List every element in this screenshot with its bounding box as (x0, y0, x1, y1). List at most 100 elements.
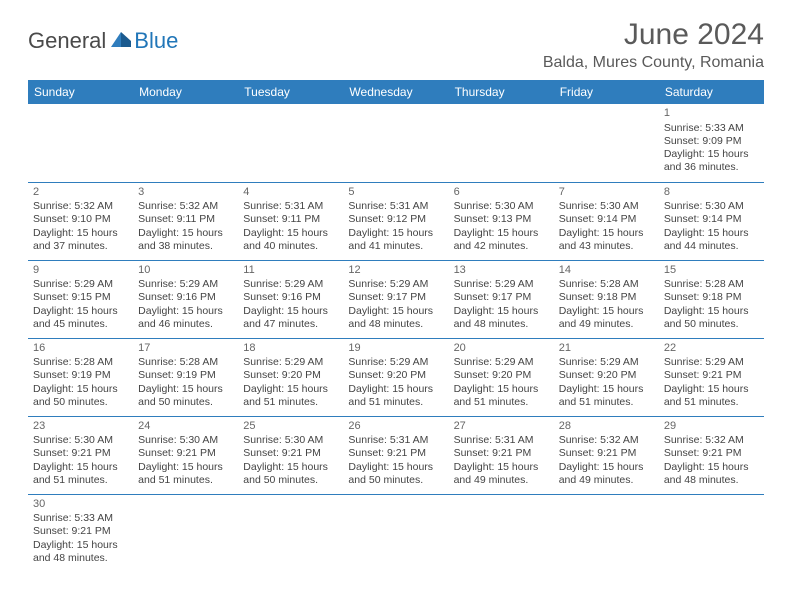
day-number: 6 (454, 186, 549, 200)
sunset-text: Sunset: 9:16 PM (243, 291, 338, 304)
sunset-text: Sunset: 9:10 PM (33, 213, 128, 226)
calendar-cell (343, 104, 448, 182)
daylight-text: Daylight: 15 hours and 42 minutes. (454, 227, 549, 253)
sunset-text: Sunset: 9:21 PM (243, 447, 338, 460)
calendar-cell: 5Sunrise: 5:31 AMSunset: 9:12 PMDaylight… (343, 182, 448, 260)
calendar-cell: 13Sunrise: 5:29 AMSunset: 9:17 PMDayligh… (449, 260, 554, 338)
day-number: 3 (138, 186, 233, 200)
day-number: 22 (664, 342, 759, 356)
calendar-cell: 18Sunrise: 5:29 AMSunset: 9:20 PMDayligh… (238, 338, 343, 416)
daylight-text: Daylight: 15 hours and 38 minutes. (138, 227, 233, 253)
sunset-text: Sunset: 9:14 PM (559, 213, 654, 226)
sunrise-text: Sunrise: 5:33 AM (664, 122, 759, 135)
flag-icon (110, 30, 132, 53)
sunset-text: Sunset: 9:11 PM (243, 213, 338, 226)
sunset-text: Sunset: 9:21 PM (664, 447, 759, 460)
calendar-row: 1Sunrise: 5:33 AMSunset: 9:09 PMDaylight… (28, 104, 764, 182)
day-header: Wednesday (343, 80, 448, 104)
daylight-text: Daylight: 15 hours and 49 minutes. (454, 461, 549, 487)
daylight-text: Daylight: 15 hours and 51 minutes. (348, 383, 443, 409)
sunset-text: Sunset: 9:20 PM (559, 369, 654, 382)
day-number: 18 (243, 342, 338, 356)
day-number: 13 (454, 264, 549, 278)
calendar-cell: 26Sunrise: 5:31 AMSunset: 9:21 PMDayligh… (343, 416, 448, 494)
calendar-row: 2Sunrise: 5:32 AMSunset: 9:10 PMDaylight… (28, 182, 764, 260)
calendar-cell: 28Sunrise: 5:32 AMSunset: 9:21 PMDayligh… (554, 416, 659, 494)
day-header: Sunday (28, 80, 133, 104)
daylight-text: Daylight: 15 hours and 47 minutes. (243, 305, 338, 331)
sunrise-text: Sunrise: 5:29 AM (33, 278, 128, 291)
calendar-cell: 17Sunrise: 5:28 AMSunset: 9:19 PMDayligh… (133, 338, 238, 416)
sunset-text: Sunset: 9:14 PM (664, 213, 759, 226)
day-header: Friday (554, 80, 659, 104)
day-number: 5 (348, 186, 443, 200)
title-block: June 2024 Balda, Mures County, Romania (543, 18, 764, 72)
day-number: 29 (664, 420, 759, 434)
calendar-cell (554, 494, 659, 572)
daylight-text: Daylight: 15 hours and 51 minutes. (559, 383, 654, 409)
sunrise-text: Sunrise: 5:31 AM (348, 434, 443, 447)
day-header: Monday (133, 80, 238, 104)
day-number: 9 (33, 264, 128, 278)
daylight-text: Daylight: 15 hours and 51 minutes. (454, 383, 549, 409)
calendar-cell: 21Sunrise: 5:29 AMSunset: 9:20 PMDayligh… (554, 338, 659, 416)
sunset-text: Sunset: 9:13 PM (454, 213, 549, 226)
calendar-cell: 7Sunrise: 5:30 AMSunset: 9:14 PMDaylight… (554, 182, 659, 260)
sunset-text: Sunset: 9:21 PM (348, 447, 443, 460)
sunrise-text: Sunrise: 5:29 AM (138, 278, 233, 291)
calendar-table: SundayMondayTuesdayWednesdayThursdayFrid… (28, 80, 764, 572)
sunset-text: Sunset: 9:11 PM (138, 213, 233, 226)
sunrise-text: Sunrise: 5:30 AM (243, 434, 338, 447)
calendar-cell: 2Sunrise: 5:32 AMSunset: 9:10 PMDaylight… (28, 182, 133, 260)
sunset-text: Sunset: 9:21 PM (33, 525, 128, 538)
daylight-text: Daylight: 15 hours and 44 minutes. (664, 227, 759, 253)
day-number: 26 (348, 420, 443, 434)
calendar-cell (449, 104, 554, 182)
day-number: 24 (138, 420, 233, 434)
day-header-row: SundayMondayTuesdayWednesdayThursdayFrid… (28, 80, 764, 104)
sunset-text: Sunset: 9:12 PM (348, 213, 443, 226)
sunrise-text: Sunrise: 5:28 AM (664, 278, 759, 291)
sunrise-text: Sunrise: 5:29 AM (454, 278, 549, 291)
sunrise-text: Sunrise: 5:32 AM (559, 434, 654, 447)
daylight-text: Daylight: 15 hours and 49 minutes. (559, 305, 654, 331)
sunset-text: Sunset: 9:18 PM (664, 291, 759, 304)
daylight-text: Daylight: 15 hours and 50 minutes. (348, 461, 443, 487)
sunset-text: Sunset: 9:09 PM (664, 135, 759, 148)
daylight-text: Daylight: 15 hours and 48 minutes. (664, 461, 759, 487)
day-number: 19 (348, 342, 443, 356)
sunset-text: Sunset: 9:15 PM (33, 291, 128, 304)
day-number: 12 (348, 264, 443, 278)
sunset-text: Sunset: 9:21 PM (559, 447, 654, 460)
sunrise-text: Sunrise: 5:30 AM (559, 200, 654, 213)
day-number: 8 (664, 186, 759, 200)
daylight-text: Daylight: 15 hours and 45 minutes. (33, 305, 128, 331)
daylight-text: Daylight: 15 hours and 46 minutes. (138, 305, 233, 331)
sunrise-text: Sunrise: 5:32 AM (33, 200, 128, 213)
day-number: 23 (33, 420, 128, 434)
sunset-text: Sunset: 9:20 PM (454, 369, 549, 382)
day-number: 4 (243, 186, 338, 200)
sunset-text: Sunset: 9:20 PM (243, 369, 338, 382)
day-number: 14 (559, 264, 654, 278)
sunrise-text: Sunrise: 5:31 AM (454, 434, 549, 447)
calendar-cell: 3Sunrise: 5:32 AMSunset: 9:11 PMDaylight… (133, 182, 238, 260)
daylight-text: Daylight: 15 hours and 50 minutes. (243, 461, 338, 487)
day-number: 25 (243, 420, 338, 434)
calendar-cell (554, 104, 659, 182)
sunrise-text: Sunrise: 5:33 AM (33, 512, 128, 525)
sunrise-text: Sunrise: 5:29 AM (664, 356, 759, 369)
sunrise-text: Sunrise: 5:32 AM (664, 434, 759, 447)
calendar-row: 23Sunrise: 5:30 AMSunset: 9:21 PMDayligh… (28, 416, 764, 494)
calendar-cell (238, 104, 343, 182)
sunrise-text: Sunrise: 5:28 AM (138, 356, 233, 369)
daylight-text: Daylight: 15 hours and 50 minutes. (138, 383, 233, 409)
calendar-cell: 15Sunrise: 5:28 AMSunset: 9:18 PMDayligh… (659, 260, 764, 338)
day-number: 1 (664, 107, 759, 121)
sunset-text: Sunset: 9:20 PM (348, 369, 443, 382)
sunset-text: Sunset: 9:21 PM (454, 447, 549, 460)
sunrise-text: Sunrise: 5:30 AM (33, 434, 128, 447)
day-number: 17 (138, 342, 233, 356)
sunrise-text: Sunrise: 5:29 AM (454, 356, 549, 369)
calendar-cell: 22Sunrise: 5:29 AMSunset: 9:21 PMDayligh… (659, 338, 764, 416)
